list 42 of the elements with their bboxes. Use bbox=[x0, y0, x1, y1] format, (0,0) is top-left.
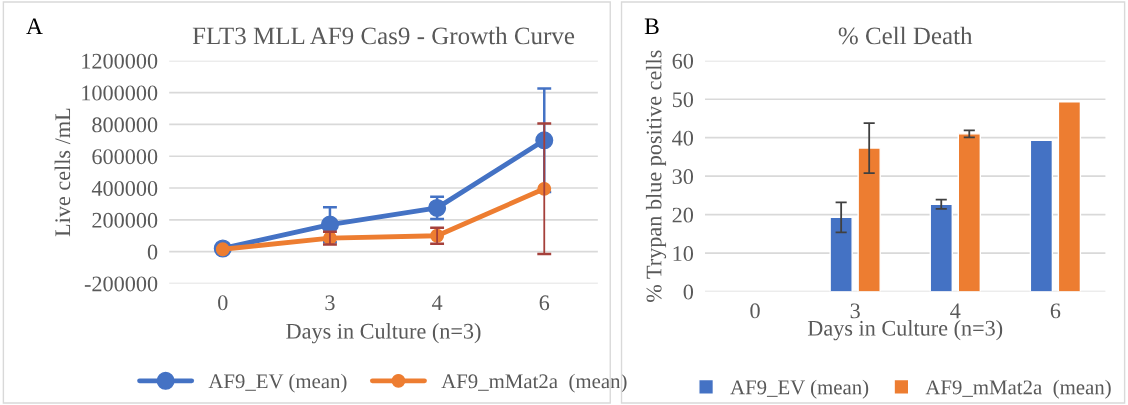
bar bbox=[857, 147, 881, 292]
y-tick-label: 20 bbox=[672, 207, 694, 223]
legend-label: AF9_EV (mean) bbox=[730, 379, 869, 399]
bar bbox=[829, 216, 853, 292]
x-tick-label: 6 bbox=[1050, 303, 1061, 319]
legend-label: AF9_mMat2a (mean) bbox=[441, 373, 627, 393]
y-tick-label: 1200000 bbox=[82, 53, 158, 69]
y-tick-label: 0 bbox=[683, 284, 694, 300]
bar bbox=[1029, 139, 1054, 292]
y-tick-label: 50 bbox=[672, 92, 694, 108]
x-tick-label: 4 bbox=[950, 303, 961, 319]
y-tick-label: 40 bbox=[672, 130, 694, 146]
legend-label: AF9_mMat2a (mean) bbox=[925, 379, 1111, 399]
x-tick-label: 6 bbox=[539, 295, 550, 311]
y-tick-label: 400000 bbox=[91, 180, 158, 196]
bar bbox=[1057, 101, 1082, 292]
y-tick-label: 1000000 bbox=[82, 85, 158, 101]
x-tick-label: 3 bbox=[850, 303, 860, 319]
bar bbox=[957, 133, 981, 292]
x-axis-title: Days in Culture (n=3) bbox=[286, 323, 481, 344]
y-tick-label: 0 bbox=[147, 244, 158, 260]
x-tick-label: 0 bbox=[218, 295, 228, 311]
text: B bbox=[644, 18, 659, 35]
text: A bbox=[26, 18, 43, 35]
y-tick-label: 600000 bbox=[92, 149, 158, 165]
y-tick-label: 60 bbox=[672, 53, 694, 69]
y-tick-label: -200000 bbox=[84, 276, 158, 292]
x-tick-label: 3 bbox=[325, 295, 335, 311]
chart-title: % Cell Death bbox=[838, 26, 973, 45]
bar bbox=[929, 203, 953, 292]
y-tick-label: 800000 bbox=[92, 117, 158, 133]
point bbox=[428, 198, 447, 217]
y-axis-title: % Trypan blue positive cells bbox=[645, 50, 667, 302]
y-tick-label: 30 bbox=[672, 169, 694, 185]
y-tick-label: 200000 bbox=[92, 212, 158, 228]
x-tick-label: 4 bbox=[431, 295, 443, 311]
legend-label: AF9_EV (mean) bbox=[208, 373, 347, 393]
y-axis-title: Live cells /mL bbox=[54, 108, 71, 237]
x-axis-title: Days in Culture (n=3) bbox=[807, 320, 1003, 341]
x-tick-label: 0 bbox=[750, 303, 760, 319]
chart-title: FLT3 MLL AF9 Cas9 - Growth Curve bbox=[192, 26, 575, 45]
y-tick-label: 10 bbox=[673, 246, 694, 262]
